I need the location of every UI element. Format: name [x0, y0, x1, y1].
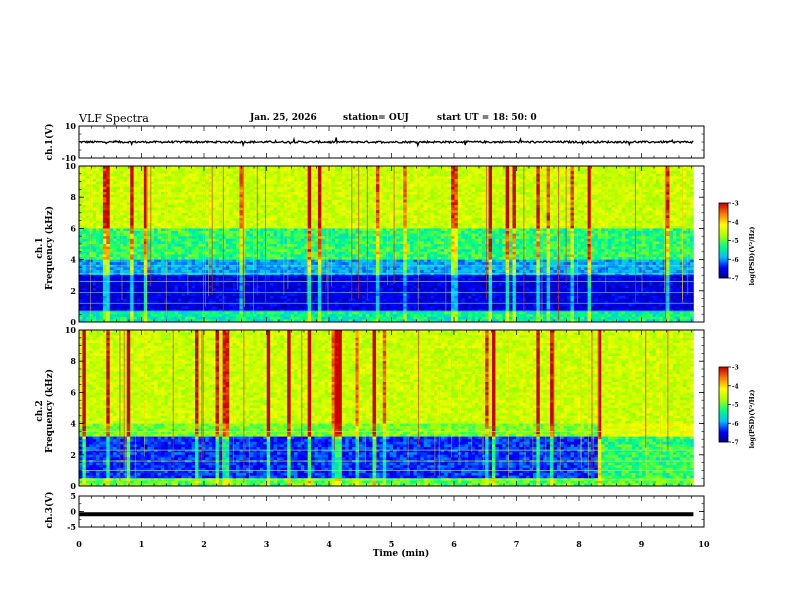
ch1-spectrogram-axes: 0 2 4 6 8 10 — [65, 161, 705, 327]
x-tick-label: 5 — [389, 539, 395, 549]
ch1-spectrogram-ylabel: ch.1 Frequency (kHz) — [35, 198, 55, 298]
ch3-voltage-axes: 5 0 -5 — [67, 491, 705, 532]
x-tick-label: 1 — [139, 539, 145, 549]
ch1-spectrogram-ytick-label: 10 — [65, 161, 77, 171]
ch3-voltage-ytick-label: 5 — [70, 491, 76, 501]
ch1-spectrogram-colorbar: -3 -4 -5 -6 -7 — [718, 201, 739, 283]
figure-title: VLF Spectra — [79, 112, 149, 125]
x-tick-label: 7 — [514, 539, 520, 549]
ch1-spectrogram-colorbar-tick: -3 — [732, 201, 739, 208]
ch2-spectrogram-colorbar: -3 -4 -5 -6 -7 — [718, 365, 739, 447]
ch1-voltage-panel — [79, 136, 694, 148]
ch1-spectrogram-colorbar-tick: -6 — [732, 257, 739, 264]
ch3-voltage-ytick-label: -5 — [67, 522, 76, 532]
ch2-spectrogram-ytick-label: 4 — [70, 419, 76, 429]
x-tick-label: 6 — [451, 539, 457, 549]
ch2-spectrogram-colorbar-tick: -4 — [732, 383, 739, 390]
ch2-spectrogram-ytick-label: 0 — [70, 481, 76, 491]
ch1-spectrogram-colorbar-tick: -5 — [732, 238, 739, 245]
ch1-voltage-trace — [79, 136, 694, 148]
ch2-spectrogram-ytick-label: 2 — [70, 450, 76, 460]
x-axis-ticks: 0 1 2 3 4 5 6 7 8 9 10 — [76, 539, 710, 549]
ch1-spectrogram-colorbar-tick: -4 — [732, 219, 739, 226]
ch1-colorbar-label: log(PSD)(V²/Hz) — [748, 216, 756, 296]
ch2-spectrogram-colorbar-tick: -6 — [732, 421, 739, 428]
ch1-spectrogram-ytick-label: 8 — [70, 192, 76, 202]
station-label: station= OUJ — [343, 113, 409, 123]
ch2-spectrogram-colorbar-tick: -3 — [732, 365, 739, 372]
x-tick-label: 10 — [698, 539, 710, 549]
x-axis-label: Time (min) — [336, 549, 466, 559]
ch1-spectrogram-ytick-label: 4 — [70, 255, 76, 265]
x-tick-label: 0 — [76, 539, 82, 549]
ch3-voltage-ytick-label: 0 — [70, 507, 76, 517]
ch1-spectrogram-colorbar-tick: -7 — [732, 276, 739, 283]
x-tick-label: 8 — [576, 539, 582, 549]
ch2-spectrogram-axes: 0 2 4 6 8 10 — [65, 325, 705, 491]
ch1-voltage-ytick-label: 10 — [65, 121, 77, 131]
ch2-spectrogram-ytick-label: 10 — [65, 325, 77, 335]
ch2-spectrogram-image — [78, 330, 694, 487]
x-tick-label: 2 — [201, 539, 207, 549]
ch1-voltage-axes: 10 -10 — [62, 121, 705, 163]
ch2-spectrogram-colorbar-tick: -7 — [732, 440, 739, 447]
ch2-spectrogram-ylabel: ch.2 Frequency (kHz) — [35, 361, 55, 461]
ch1-voltage-ytick-label: -10 — [62, 153, 77, 163]
ch1-spectrogram-ytick-label: 2 — [70, 286, 76, 296]
date-label: Jan. 25, 2026 — [250, 113, 317, 123]
x-tick-label: 9 — [639, 539, 645, 549]
ch2-colorbar-label: log(PSD)(V²/Hz) — [748, 379, 756, 459]
start-time-label: start UT = 18: 50: 0 — [437, 113, 537, 123]
ch2-spectrogram-ytick-label: 6 — [70, 387, 76, 397]
ch2-spectrogram-ytick-label: 8 — [70, 356, 76, 366]
x-tick-label: 4 — [326, 539, 332, 549]
ch1-voltage-ylabel: ch.1(V) — [45, 112, 55, 172]
ch1-spectrogram-ytick-label: 0 — [70, 317, 76, 327]
ch2-spectrogram-colorbar-tick: -5 — [732, 402, 739, 409]
ch1-spectrogram-ytick-label: 6 — [70, 223, 76, 233]
ch1-spectrogram-image — [79, 166, 694, 323]
x-tick-label: 3 — [264, 539, 270, 549]
ch3-voltage-ylabel: ch.3(V) — [45, 480, 55, 540]
